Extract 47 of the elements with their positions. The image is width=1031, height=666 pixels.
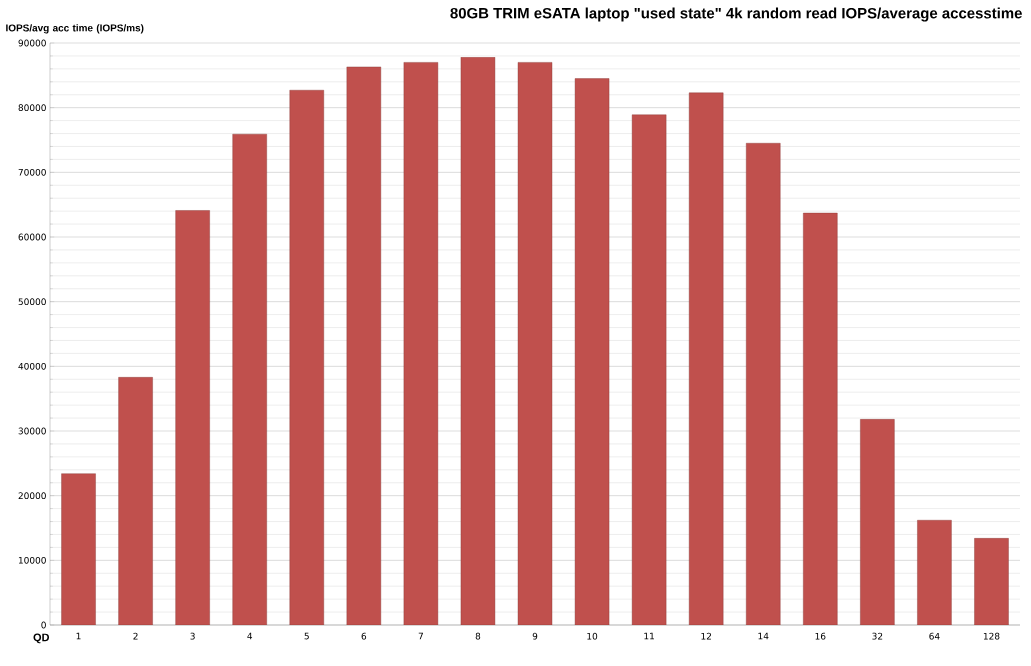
- bar: [803, 212, 838, 625]
- x-tick-label: 12: [701, 632, 711, 640]
- bar: [746, 143, 781, 625]
- y-tick-label: 90000: [18, 39, 46, 47]
- x-tick-label: 6: [361, 632, 367, 640]
- x-tick-label: 64: [929, 632, 940, 640]
- y-tick-label: 10000: [18, 556, 46, 564]
- y-tick-label: 40000: [18, 362, 46, 370]
- y-tick-label: 60000: [18, 233, 46, 241]
- x-tick-label: 7: [418, 632, 423, 640]
- y-tick-label: 30000: [18, 427, 46, 435]
- chart-title: 80GB TRIM eSATA laptop "used state" 4k random read IOPS/average accesstime: [450, 7, 1022, 22]
- x-tick-label: 5: [304, 632, 309, 640]
- x-tick-label: 9: [532, 632, 538, 640]
- x-tick-label: 32: [872, 632, 883, 640]
- bar: [232, 133, 267, 625]
- bar: [860, 419, 895, 625]
- bar: [460, 57, 496, 625]
- x-tick-label: 16: [815, 632, 826, 640]
- bar: [346, 66, 382, 625]
- y-tick-label: 20000: [18, 492, 46, 500]
- y-tick-label: 70000: [18, 168, 46, 176]
- bar: [917, 520, 952, 625]
- x-tick-label: 10: [587, 632, 598, 640]
- bar: [631, 114, 667, 625]
- x-tick-label: 4: [247, 632, 253, 640]
- x-tick-label: 3: [190, 632, 195, 640]
- x-tick-label: 1: [76, 632, 81, 640]
- bar: [688, 92, 724, 625]
- x-tick-label: 11: [644, 632, 654, 640]
- y-tick-label: 80000: [18, 104, 46, 112]
- bar: [974, 538, 1009, 625]
- x-tick-label: 14: [758, 632, 769, 640]
- bar: [517, 62, 553, 625]
- bar: [61, 473, 96, 625]
- y-tick-label: 0: [41, 621, 46, 629]
- bar: [289, 90, 324, 625]
- x-tick-label: 128: [983, 632, 1000, 640]
- bar: [403, 62, 439, 625]
- bar: [574, 78, 610, 625]
- y-tick-label: 50000: [18, 298, 46, 306]
- x-axis-title: QD: [33, 633, 50, 644]
- bar: [118, 377, 153, 625]
- y-axis-title: IOPS/avg acc time (IOPS/ms): [6, 24, 144, 34]
- bar: [175, 210, 210, 625]
- x-tick-label: 2: [133, 632, 138, 640]
- x-tick-label: 8: [475, 632, 481, 640]
